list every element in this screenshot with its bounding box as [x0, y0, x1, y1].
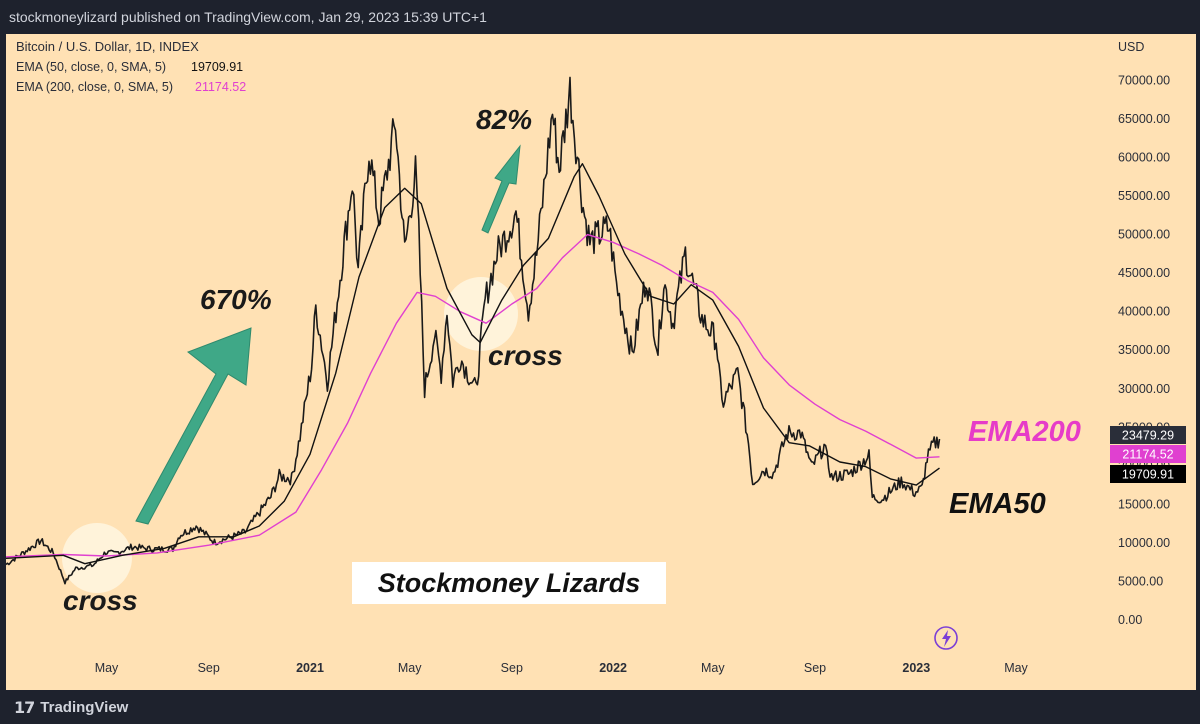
x-tick-label: 2022 — [599, 661, 627, 675]
y-tick-label: 50000.00 — [1118, 228, 1170, 242]
ema50-tag-box — [1110, 465, 1186, 483]
x-tick-label: 2023 — [902, 661, 930, 675]
watermark-box — [352, 562, 666, 604]
chart-svg[interactable]: Bitcoin / U.S. Dollar, 1D, INDEX EMA (50… — [6, 34, 1196, 690]
y-tick-label: 10000.00 — [1118, 536, 1170, 550]
y-tick-label: 40000.00 — [1118, 305, 1170, 319]
legend-symbol: Bitcoin / U.S. Dollar, 1D, INDEX — [16, 39, 199, 54]
gain-670-label: 670% — [200, 284, 272, 315]
series-layer — [6, 76, 941, 585]
legend-ema50-label: EMA (50, close, 0, SMA, 5) — [16, 60, 166, 74]
ema200-tag: EMA200 — [968, 416, 1081, 448]
footer-bar: 17 TradingView — [0, 690, 1200, 724]
ema200-tag-label: 21174.52 — [1122, 448, 1173, 462]
publisher-bar: stockmoneylizard published on TradingVie… — [0, 0, 1200, 34]
x-tick-label: May — [701, 661, 725, 675]
y-tick-label: 60000.00 — [1118, 151, 1170, 165]
x-axis[interactable]: May Sep 2021 May Sep 2022 May Sep 2023 May — [95, 661, 1029, 675]
tradingview-logo[interactable]: 17 TradingView — [14, 698, 128, 717]
watermark-text: Stockmoney Lizards — [378, 568, 641, 598]
x-tick-label: Sep — [501, 661, 523, 675]
ema200-series-line — [6, 233, 940, 558]
y-tick-label: 0.00 — [1118, 613, 1142, 627]
price-tags: 23479.29 21174.52 19709.91 — [1110, 426, 1186, 483]
legend-ema200-value: 21174.52 — [195, 80, 246, 94]
tradingview-wordmark: TradingView — [40, 699, 129, 716]
y-tick-label: 55000.00 — [1118, 189, 1170, 203]
x-tick-label: May — [398, 661, 422, 675]
chart-frame[interactable]: Bitcoin / U.S. Dollar, 1D, INDEX EMA (50… — [6, 34, 1196, 690]
y-tick-label: 5000.00 — [1118, 575, 1163, 589]
y-tick-label: 70000.00 — [1118, 73, 1170, 87]
y-tick-label: 35000.00 — [1118, 343, 1170, 357]
y-tick-label: 15000.00 — [1118, 497, 1170, 511]
arrow-up-small-icon — [481, 144, 521, 234]
cross-label-2: cross — [488, 340, 563, 371]
legend-ema200-label: EMA (200, close, 0, SMA, 5) — [16, 80, 173, 94]
lightning-icon[interactable] — [942, 630, 951, 647]
y-tick-label: 45000.00 — [1118, 266, 1170, 280]
x-tick-label: 2021 — [296, 661, 324, 675]
gain-82-label: 82% — [476, 104, 532, 135]
y-tick-label: 65000.00 — [1118, 112, 1170, 126]
currency-label: USD — [1118, 40, 1144, 54]
x-tick-label: May — [95, 661, 119, 675]
cross-highlight-2 — [444, 277, 518, 351]
last-price-tag-box — [1110, 426, 1186, 444]
x-tick-label: Sep — [804, 661, 826, 675]
y-axis[interactable]: 0.005000.0010000.0015000.0020000.0025000… — [1118, 73, 1170, 627]
last-price-tag-label: 23479.29 — [1122, 429, 1174, 443]
x-tick-label: May — [1004, 661, 1028, 675]
y-tick-label: 30000.00 — [1118, 382, 1170, 396]
cross-label-1: cross — [63, 585, 138, 616]
cross-highlight-1 — [62, 523, 132, 593]
x-tick-label: Sep — [198, 661, 220, 675]
tradingview-mark-icon: 17 — [14, 698, 35, 717]
ema50-tag-label: 19709.91 — [1122, 468, 1174, 482]
ema200-tag-box — [1110, 445, 1186, 463]
price-series-line — [6, 76, 941, 585]
arrow-up-large-icon — [135, 327, 252, 525]
legend-ema50-value: 19709.91 — [191, 60, 243, 74]
publisher-line: stockmoneylizard published on TradingVie… — [9, 9, 487, 25]
ema50-series-line — [6, 163, 940, 565]
ema50-tag: EMA50 — [949, 488, 1046, 520]
